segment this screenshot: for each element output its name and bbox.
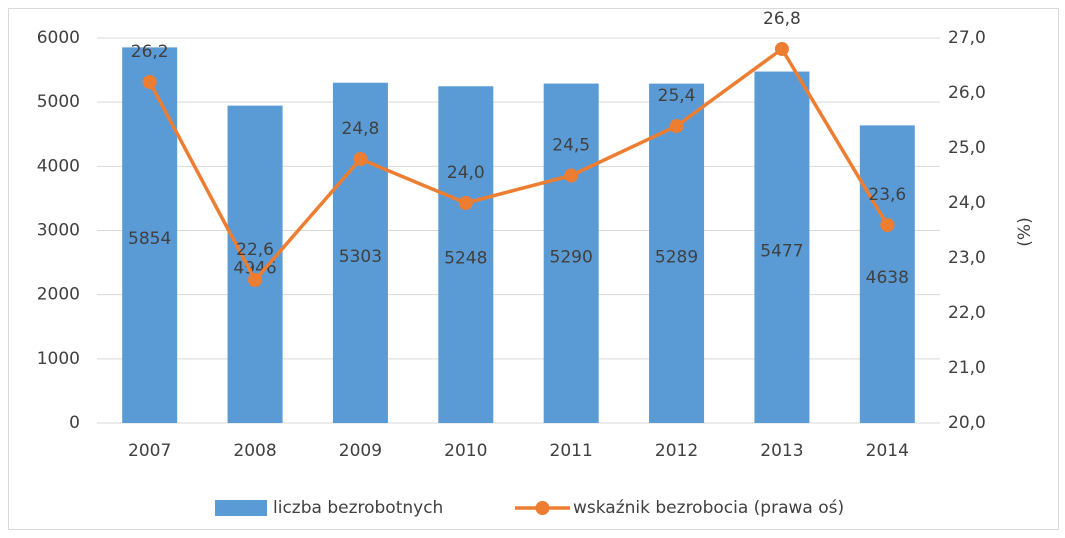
y2-tick-label: 26,0 [948,83,986,103]
bar [859,125,915,424]
bar-value-label: 5289 [655,247,698,267]
bar-value-label: 5303 [339,247,382,267]
legend-label: liczba bezrobotnych [273,498,443,518]
x-tick-label: 2009 [339,441,382,461]
line-marker [248,273,263,287]
bar [332,82,388,423]
y-tick-label: 5000 [37,92,80,112]
y2-tick-label: 23,0 [948,248,986,268]
line-marker [353,152,368,166]
line-value-label: 23,6 [868,185,906,205]
line-value-label: 24,0 [447,163,485,183]
bar [543,83,599,423]
x-tick-label: 2011 [550,441,593,461]
y-tick-label: 6000 [37,28,80,48]
line-marker [774,42,789,56]
x-tick-label: 2014 [866,441,909,461]
line-value-label: 24,5 [552,136,590,156]
line-value-label: 24,8 [342,119,380,139]
y2-axis-label: (%) [1015,217,1035,246]
line [148,47,889,282]
bar [227,105,283,424]
y2-tick-label: 25,0 [948,138,986,158]
line-value-label: 25,4 [658,86,696,106]
line-marker [669,119,684,133]
bar-value-label: 5248 [444,249,487,269]
y2-tick-label: 24,0 [948,193,986,213]
bar [122,47,178,423]
x-tick-label: 2010 [444,441,487,461]
y2-tick-label: 20,0 [948,413,986,433]
line-value-label: 22,6 [236,240,274,260]
y2-tick-label: 22,0 [948,303,986,323]
y2-tick-label: 21,0 [948,358,986,378]
legend-marker [535,501,550,515]
bar [438,86,494,424]
line-value-label: 26,8 [763,9,801,29]
bar [649,83,705,423]
x-tick-label: 2013 [760,441,803,461]
x-tick-label: 2007 [128,441,171,461]
bar-value-label: 4638 [866,268,909,288]
legend-label: wskaźnik bezrobocia (prawa oś) [573,498,844,518]
y-tick-label: 2000 [37,285,80,305]
x-tick-label: 2008 [233,441,276,461]
bar-value-label: 5477 [760,241,803,261]
y-tick-label: 1000 [37,349,80,369]
y-tick-label: 4000 [37,156,80,176]
y2-tick-label: 27,0 [948,28,986,48]
line-marker [564,168,579,183]
legend-swatch [215,500,267,516]
line-marker [458,196,473,210]
bar-value-label: 5290 [550,247,593,267]
line-marker [142,75,157,89]
x-tick-label: 2012 [655,441,698,461]
line-value-label: 26,2 [131,42,169,62]
y-tick-label: 0 [69,413,80,433]
line-marker [880,218,895,232]
bar [754,71,810,423]
bar-value-label: 5854 [128,229,171,249]
y-tick-label: 3000 [37,221,80,241]
